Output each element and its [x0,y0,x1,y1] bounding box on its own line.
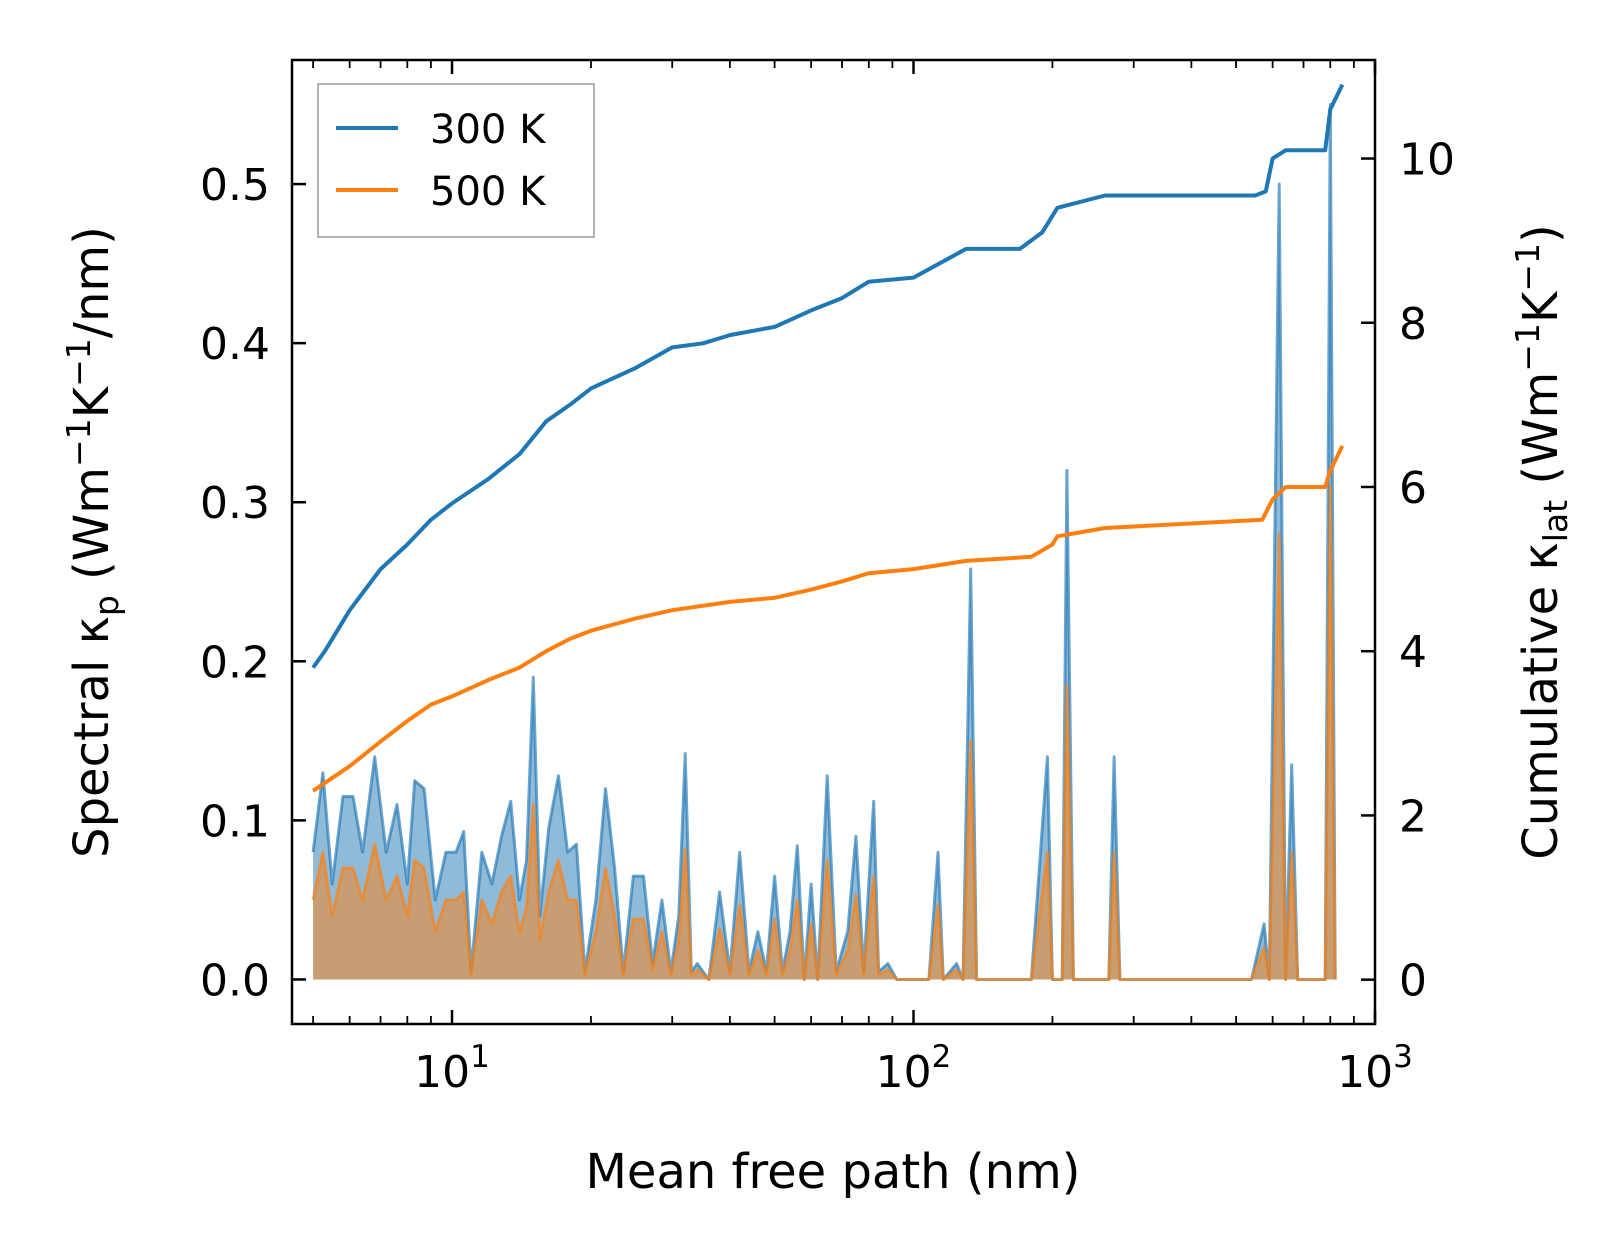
spectral-layer [311,103,1337,981]
y-left-tick-label: 0.3 [200,478,270,529]
cumulative-layer [311,83,1345,793]
cumulative-line-500k [311,445,1345,793]
x-tick-label-base: 10 [414,1047,470,1098]
y-left-label-mid: K [64,385,120,418]
x-tick-label-exponent: 3 [1393,1039,1413,1075]
y-left-label-post: (Wm [64,467,120,595]
y-right-label-post: (Wm [1513,372,1569,500]
y-left-label-sup2: −1 [59,338,98,387]
y-left-tick-label: 0.5 [200,160,270,211]
spectral-line-500k [311,484,1337,981]
y-left-tick-label: 0.0 [200,955,270,1006]
y-axis-label-left: Spectral κp (Wm−1K−1/nm) [59,226,126,858]
legend-label-500k: 500 K [430,169,547,215]
y-left-tick-label: 0.4 [200,319,270,370]
y-left-label-pre: Spectral κ [64,616,120,858]
legend: 300 K 500 K [317,83,595,238]
y-right-label-pre: Cumulative κ [1513,542,1569,860]
x-tick-label-base: 10 [876,1047,932,1098]
x-tick-label-exponent: 2 [932,1039,952,1075]
y-right-tick-label: 0 [1399,956,1427,1007]
y-right-label-mid: K [1513,290,1569,323]
y-left-tick-label: 0.2 [200,637,270,688]
x-tick-label: 103 [1337,1039,1413,1098]
y-right-label-sup2: −1 [1508,243,1547,292]
y-right-label-sup1: −1 [1508,323,1547,372]
x-tick-label: 101 [414,1039,490,1098]
x-axis-label: Mean free path (nm) [586,1144,1081,1200]
y-right-tick-label: 4 [1399,627,1427,678]
y-right-label-sub: lat [1536,500,1575,542]
cumulative-line-300k [311,83,1345,669]
y-left-tick-label: 0.1 [200,796,270,847]
x-tick-label: 102 [876,1039,952,1098]
x-tick-label-exponent: 1 [470,1039,490,1075]
legend-label-300k: 300 K [430,107,547,153]
y-axis-label-right: Cumulative κlat (Wm−1K−1) [1508,224,1575,860]
y-right-tick-label: 6 [1399,463,1427,514]
y-right-label-end: ) [1513,224,1569,243]
y-right-tick-label: 2 [1399,791,1427,842]
y-right-tick-label: 10 [1399,135,1455,186]
y-left-label-sup1: −1 [59,418,98,467]
y-left-label-sub: p [87,595,126,616]
spectral-area-500k [313,486,1336,980]
x-tick-label-base: 10 [1337,1047,1393,1098]
plot-frame [290,58,1377,1026]
legend-box [317,83,595,238]
y-left-label-end: /nm) [64,226,120,338]
y-right-tick-label: 8 [1399,299,1427,350]
